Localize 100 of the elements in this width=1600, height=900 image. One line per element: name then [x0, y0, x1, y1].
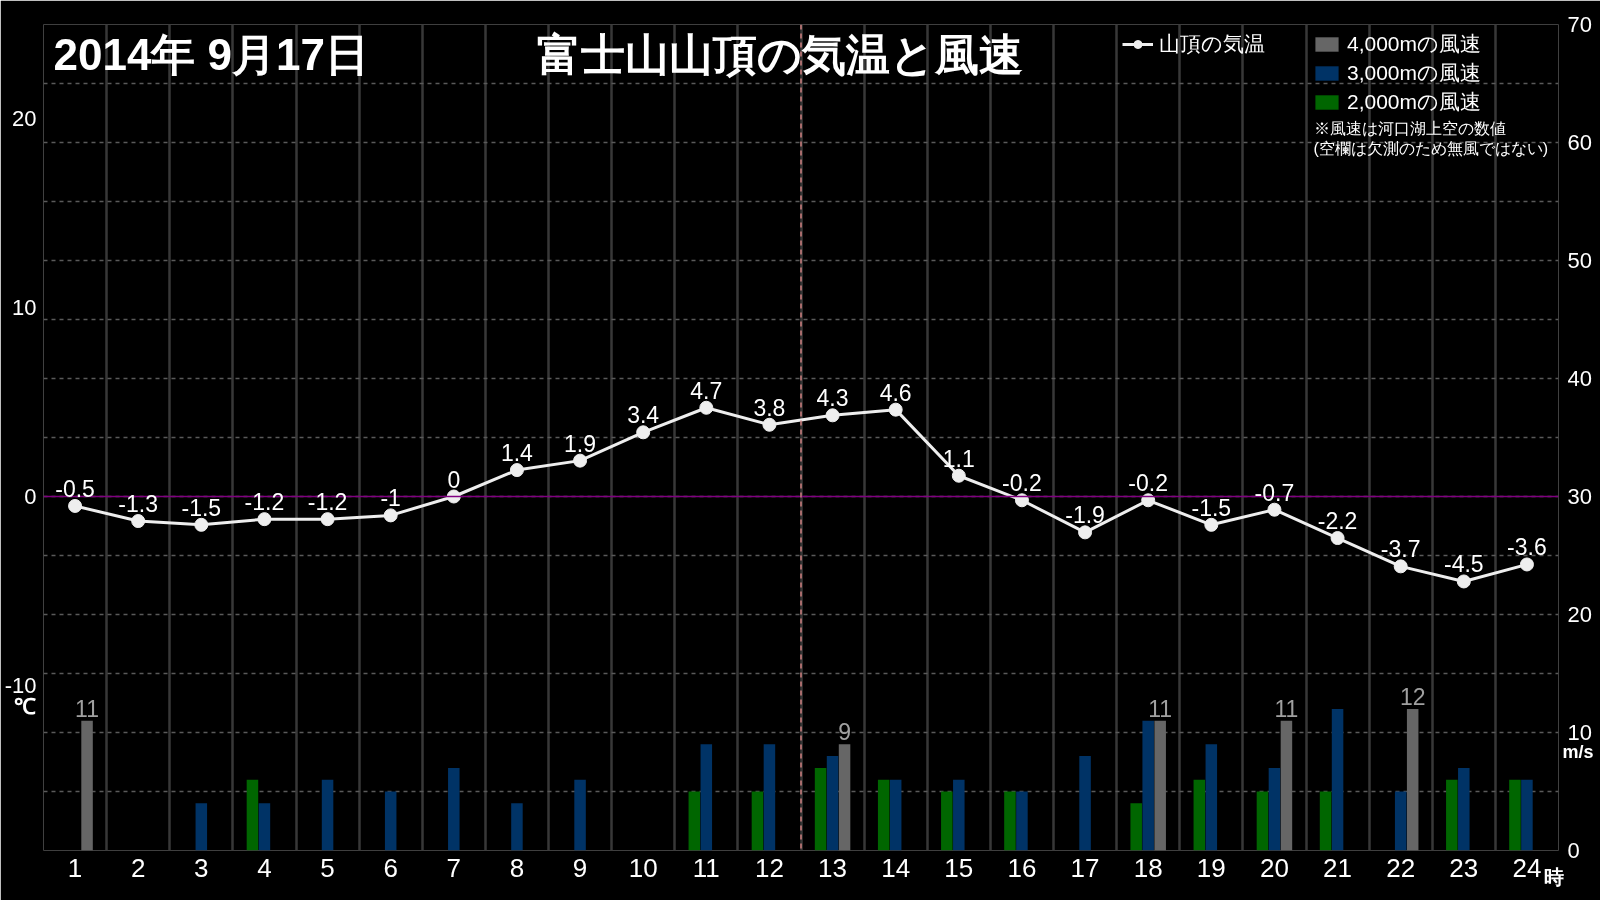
bar [751, 791, 764, 851]
bar [511, 803, 523, 851]
point [194, 517, 209, 532]
bar [814, 767, 827, 851]
legend-label: 4,000mの風速 [1347, 30, 1482, 57]
data-label: -4.5 [1444, 551, 1484, 578]
data-label: 12 [1399, 683, 1426, 710]
point [573, 453, 588, 468]
data-label: -1.5 [1191, 494, 1232, 521]
data-label: -0.5 [55, 475, 95, 502]
bar [1142, 720, 1154, 851]
y2-tick-label: 30 [1567, 484, 1592, 509]
x-tick-label: 16 [1007, 852, 1037, 883]
point [888, 402, 903, 417]
bar [1193, 779, 1206, 851]
x-tick-label: 4 [257, 852, 272, 883]
point [383, 508, 398, 523]
data-label: 9 [838, 719, 851, 746]
bar [195, 803, 208, 851]
x-axis-title: 時 [1543, 865, 1564, 888]
data-label: 11 [1148, 695, 1173, 722]
x-tick-label: 24 [1512, 852, 1542, 883]
point [1078, 525, 1093, 540]
data-label: 0 [447, 466, 461, 493]
point [257, 512, 272, 527]
bar [1079, 756, 1091, 851]
bar [1205, 744, 1218, 851]
x-tick-label: 15 [944, 852, 974, 883]
legend-label: 山頂の気温 [1159, 30, 1265, 57]
point [699, 400, 714, 415]
x-tick-label: 2 [130, 852, 146, 883]
data-label: 1.9 [564, 430, 597, 457]
point [825, 408, 840, 423]
data-label: 1.4 [500, 440, 534, 467]
data-label: 1.1 [942, 445, 975, 472]
bar [1521, 779, 1533, 851]
bar [1446, 779, 1458, 851]
y2-tick-label: 40 [1567, 366, 1592, 391]
x-tick-label: 9 [572, 852, 588, 883]
y2-axis-title: m/s [1562, 742, 1594, 763]
point [1141, 493, 1156, 508]
data-label: 4.7 [690, 377, 723, 404]
bar [246, 779, 259, 851]
bar [889, 779, 902, 851]
point [1204, 517, 1219, 532]
legend-label: 2,000mの風速 [1347, 88, 1482, 115]
bar [258, 803, 271, 851]
data-label: -1.2 [244, 489, 285, 516]
data-label: 3.8 [753, 394, 786, 421]
bar [1319, 791, 1332, 851]
chart-title: 富士山山頂の気温と風速 [536, 30, 1023, 79]
x-tick-label: 10 [628, 852, 658, 883]
data-label: 3.4 [627, 402, 660, 429]
bar [877, 779, 890, 851]
y2-tick-label: 70 [1567, 12, 1592, 37]
bar [941, 791, 953, 851]
y-tick-label: 10 [12, 295, 37, 321]
x-tick-label: 23 [1449, 852, 1479, 883]
data-label: -3.6 [1507, 534, 1547, 561]
bar [321, 779, 334, 851]
x-tick-label: 6 [383, 852, 398, 883]
bar [1256, 791, 1269, 851]
data-label: -0.7 [1254, 479, 1295, 506]
y2-tick-label: 60 [1567, 130, 1592, 155]
annotation: ※風速は河口湖上空の数値 [1313, 120, 1506, 137]
y-tick-label: 20 [12, 106, 37, 132]
x-tick-label: 21 [1323, 852, 1353, 883]
bar [826, 756, 839, 851]
bar [1509, 779, 1521, 851]
y-tick-label: 0 [24, 484, 37, 509]
x-tick-label: 19 [1196, 852, 1226, 883]
bar [1394, 791, 1407, 851]
x-tick-label: 5 [320, 852, 335, 883]
point [1330, 531, 1345, 546]
chart-subtitle: 2014年 9月17日 [53, 30, 370, 79]
bar [1268, 767, 1281, 851]
bar [1130, 803, 1142, 851]
x-tick-label: 1 [67, 852, 83, 883]
y2-tick-label: 10 [1567, 720, 1592, 745]
bar [1016, 791, 1028, 851]
point [1456, 574, 1471, 589]
x-tick-label: 3 [194, 852, 209, 883]
data-label: -3.7 [1380, 536, 1421, 563]
x-tick-label: 12 [754, 852, 784, 883]
y2-tick-label: 0 [1567, 838, 1580, 863]
point [131, 514, 146, 529]
point [951, 468, 966, 483]
x-tick-label: 7 [446, 852, 462, 883]
bar [1331, 708, 1344, 851]
data-label: -0.2 [1128, 470, 1169, 497]
bar [700, 744, 713, 851]
bar [953, 779, 965, 851]
bar [448, 767, 460, 851]
point [636, 425, 651, 440]
x-tick-label: 13 [818, 852, 848, 883]
point [1393, 559, 1408, 574]
annotation: (空欄は欠測のため無風ではない) [1313, 140, 1549, 157]
data-label: 4.3 [816, 385, 849, 412]
data-label: 4.6 [879, 379, 912, 406]
bar [1004, 791, 1016, 851]
